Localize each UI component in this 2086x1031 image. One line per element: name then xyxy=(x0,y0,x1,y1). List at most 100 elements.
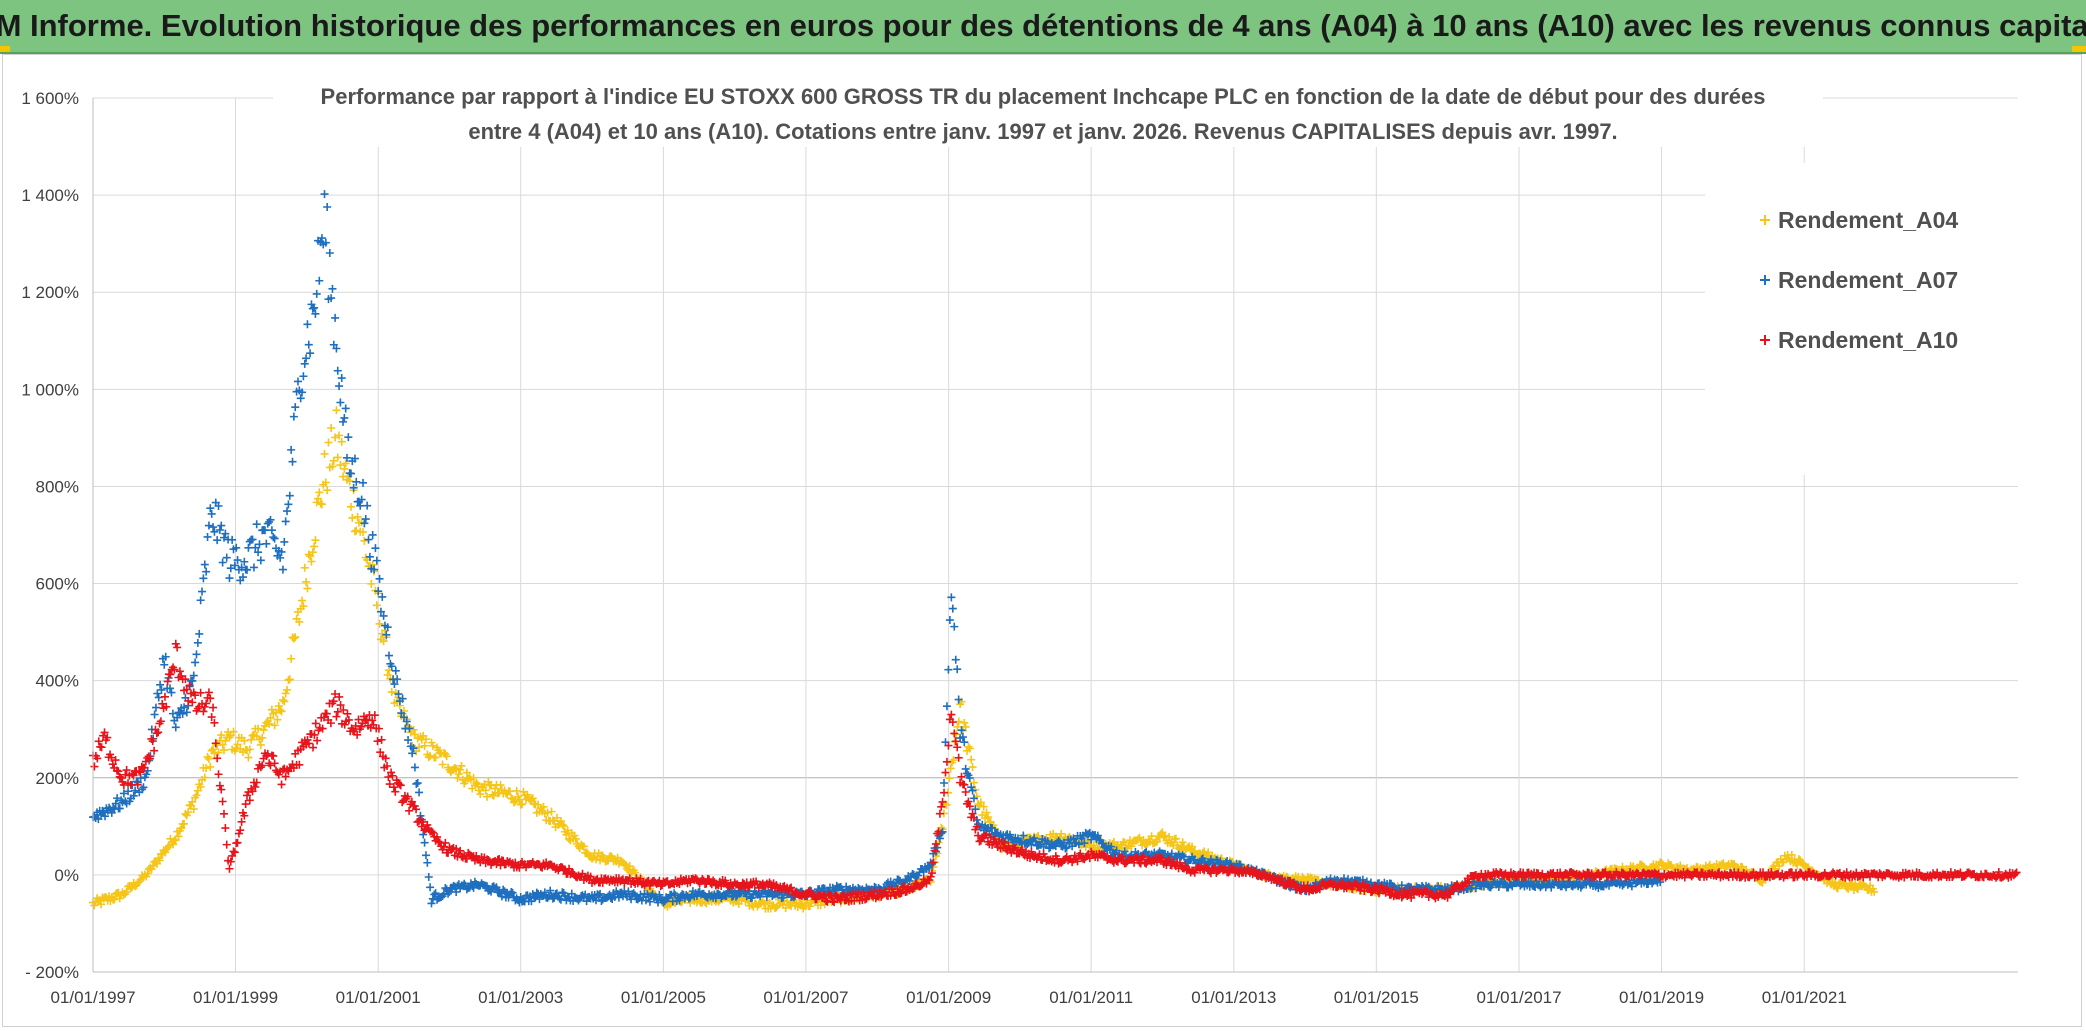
data-point-marker xyxy=(563,826,572,835)
data-point-marker xyxy=(341,459,350,468)
data-point-marker xyxy=(256,740,265,749)
data-point-marker xyxy=(281,517,290,526)
data-point-marker xyxy=(217,521,226,530)
data-point-marker xyxy=(1107,842,1116,851)
data-point-marker xyxy=(209,745,218,754)
data-point-marker xyxy=(942,757,951,766)
data-point-marker xyxy=(241,800,250,809)
data-point-marker xyxy=(312,289,321,298)
data-point-marker xyxy=(1080,839,1089,848)
data-point-marker xyxy=(361,515,370,524)
data-point-marker xyxy=(965,802,974,811)
data-point-marker xyxy=(421,851,430,860)
data-point-marker xyxy=(353,730,362,739)
data-point-marker xyxy=(1627,882,1636,891)
data-point-marker xyxy=(160,692,169,701)
data-point-marker xyxy=(1753,872,1762,881)
data-point-marker xyxy=(900,882,909,891)
data-point-marker xyxy=(156,680,165,689)
data-point-marker xyxy=(469,773,478,782)
data-point-marker xyxy=(169,840,178,849)
data-point-marker xyxy=(908,885,917,894)
data-point-marker xyxy=(323,202,332,211)
data-point-marker xyxy=(166,670,175,679)
data-point-marker xyxy=(308,304,317,313)
data-point-marker xyxy=(499,885,508,894)
data-point-marker xyxy=(1152,837,1161,846)
data-point-marker xyxy=(267,705,276,714)
data-point-marker xyxy=(219,809,228,818)
data-point-marker xyxy=(1687,872,1696,881)
data-point-marker xyxy=(1823,879,1832,888)
data-point-marker xyxy=(122,887,131,896)
data-point-marker xyxy=(368,530,377,539)
data-point-marker xyxy=(263,749,272,758)
data-point-marker xyxy=(397,709,406,718)
data-point-marker xyxy=(952,730,961,739)
data-point-marker xyxy=(221,824,230,833)
series-Rendement_A10 xyxy=(89,639,2021,907)
data-point-marker xyxy=(381,754,390,763)
data-point-marker xyxy=(146,754,155,763)
y-tick-label: 600% xyxy=(36,575,79,594)
data-point-marker xyxy=(254,724,263,733)
data-point-marker xyxy=(823,897,832,906)
data-point-marker xyxy=(126,884,135,893)
data-point-marker xyxy=(420,741,429,750)
data-point-marker xyxy=(288,457,297,466)
data-point-marker xyxy=(594,891,603,900)
data-point-marker xyxy=(559,822,568,831)
data-point-marker xyxy=(368,560,377,569)
data-point-marker xyxy=(555,894,564,903)
data-point-marker xyxy=(951,737,960,746)
data-point-marker xyxy=(655,890,664,899)
data-point-marker xyxy=(929,858,938,867)
data-point-marker xyxy=(247,735,256,744)
data-point-marker xyxy=(372,601,381,610)
data-point-marker xyxy=(1000,839,1009,848)
x-tick-label: 01/01/2007 xyxy=(763,988,848,1007)
data-point-marker xyxy=(1034,831,1043,840)
data-point-marker xyxy=(221,529,230,538)
data-point-marker xyxy=(107,753,116,762)
data-point-marker xyxy=(143,869,152,878)
data-point-marker xyxy=(957,726,966,735)
data-point-marker xyxy=(1027,840,1036,849)
data-point-marker xyxy=(944,741,953,750)
data-point-marker xyxy=(473,780,482,789)
data-point-marker xyxy=(385,780,394,789)
data-point-marker xyxy=(346,469,355,478)
data-point-marker xyxy=(413,779,422,788)
data-point-marker xyxy=(1465,877,1474,886)
data-point-marker xyxy=(1870,887,1879,896)
data-point-marker xyxy=(210,749,219,758)
data-point-marker xyxy=(1403,892,1412,901)
data-point-marker xyxy=(218,558,227,567)
data-point-marker xyxy=(1161,831,1170,840)
data-point-marker xyxy=(423,858,432,867)
data-point-marker xyxy=(295,617,304,626)
data-point-marker xyxy=(244,753,253,762)
data-point-marker xyxy=(333,453,342,462)
data-point-marker xyxy=(352,526,361,535)
data-point-marker xyxy=(148,861,157,870)
data-point-marker xyxy=(457,761,466,770)
data-point-marker xyxy=(314,494,323,503)
data-point-marker xyxy=(340,464,349,473)
data-point-marker xyxy=(122,766,131,775)
data-point-marker xyxy=(1099,839,1108,848)
data-point-marker xyxy=(1852,884,1861,893)
data-point-marker xyxy=(320,190,329,199)
data-point-marker xyxy=(772,903,781,912)
data-point-marker xyxy=(391,666,400,675)
report-banner-title: ADAM Informe. Evolution historique des p… xyxy=(0,8,2086,43)
data-point-marker xyxy=(396,781,405,790)
data-point-marker xyxy=(438,760,447,769)
data-point-marker xyxy=(360,536,369,545)
data-point-marker xyxy=(1073,857,1082,866)
data-point-marker xyxy=(982,808,991,817)
data-point-marker xyxy=(209,523,218,532)
data-point-marker xyxy=(954,695,963,704)
data-point-marker xyxy=(303,584,312,593)
data-point-marker xyxy=(972,822,981,831)
